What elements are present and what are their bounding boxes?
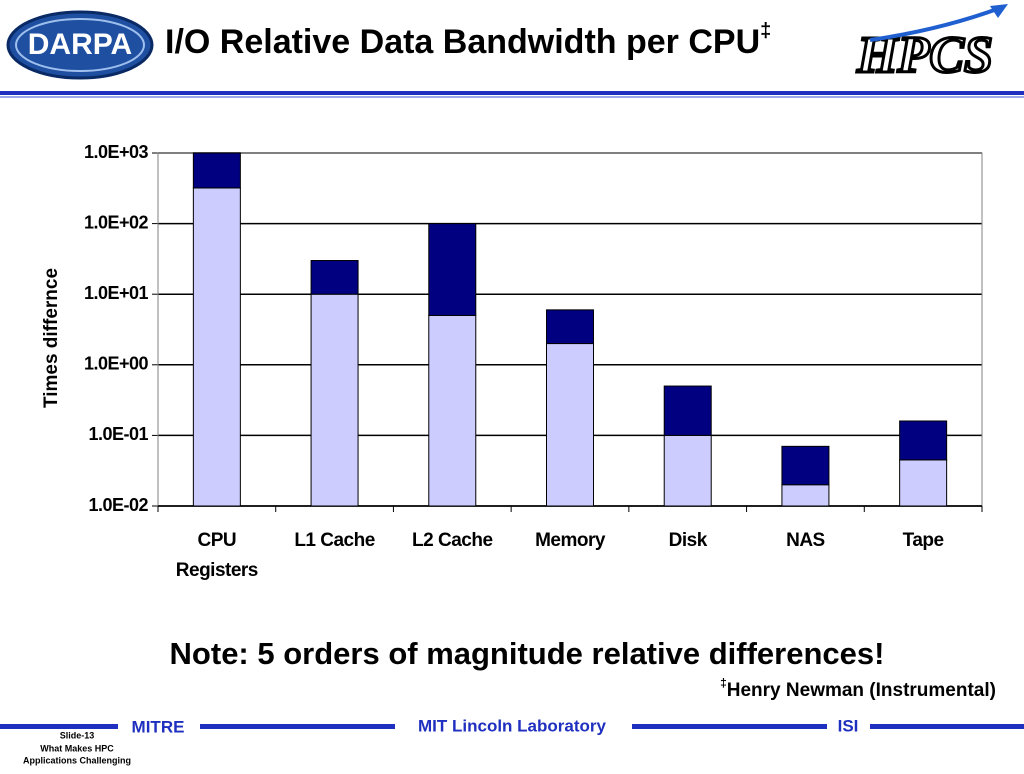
footer-left: MITRE — [132, 717, 185, 736]
bar-segment — [310, 293, 359, 507]
bar-segment — [192, 187, 241, 507]
bar-segment — [663, 434, 712, 507]
x-tick-label: Memory — [535, 530, 605, 551]
chart: 1.0E-02 1.0E-01 1.0E+00 1.0E+01 1.0E+02 1.0E+… — [84, 142, 983, 515]
header-rule — [0, 91, 1024, 95]
bar-segment — [899, 459, 948, 507]
y-axis-label: Times differnce — [41, 268, 62, 408]
y-tick-label: 1.0E+01 — [84, 283, 149, 303]
footer-rule — [200, 724, 395, 729]
bar-segment — [428, 223, 477, 316]
bar-segment — [781, 484, 830, 507]
x-tick-label: Disk — [668, 530, 708, 551]
x-tick-label: CPU Registers — [175, 530, 259, 581]
hpcs-arrow — [869, 6, 1001, 42]
hpcs-arrow-head — [990, 4, 1008, 18]
footer-right: ISI — [838, 716, 859, 735]
bar-segment — [546, 343, 594, 507]
bar-segment — [899, 420, 948, 461]
y-tick-label: 1.0E-01 — [88, 424, 148, 444]
darpa-logo-ring — [15, 18, 145, 72]
y-tick-label: 1.0E-02 — [88, 495, 148, 515]
darpa-logo — [6, 10, 154, 80]
y-tick-label: 1.0E+00 — [84, 354, 149, 374]
slide-caption: What Makes HPC — [40, 743, 114, 753]
darpa-logo-text: DARPA — [28, 28, 132, 61]
slide-number: Slide-13 — [60, 730, 95, 740]
title-mark: ‡ — [760, 20, 771, 42]
footnote-mark: ‡ — [720, 676, 727, 690]
footnote: ‡Henry Newman (Instrumental) — [720, 676, 996, 701]
bar-segment — [546, 309, 594, 345]
slide-title: I/O Relative Data Bandwidth per CPU‡ — [165, 20, 771, 61]
bar-segment — [310, 260, 359, 295]
x-tick-label: NAS — [786, 530, 825, 551]
footer-rule — [632, 724, 827, 729]
x-tick-label: L1 Cache — [294, 530, 375, 551]
footer-center: MIT Lincoln Laboratory — [418, 716, 606, 735]
bar-segment — [192, 152, 241, 189]
bar-segment — [428, 314, 477, 507]
header-rule-light — [0, 96, 1024, 98]
y-tick-label: 1.0E+03 — [84, 142, 149, 162]
footer-rule — [870, 724, 1024, 729]
footer-rule — [0, 724, 118, 729]
hpcs-logo: HPCS — [856, 27, 993, 84]
y-tick-label: 1.0E+02 — [84, 212, 149, 232]
x-tick-label: Tape — [902, 530, 944, 551]
bar-segment — [663, 385, 712, 436]
footnote-text: Henry Newman (Instrumental) — [727, 680, 996, 701]
note: Note: 5 orders of magnitude relative dif… — [170, 636, 885, 671]
bar-segment — [781, 445, 830, 486]
slide-caption: Applications Challenging — [23, 755, 131, 765]
title-text: I/O Relative Data Bandwidth per CPU — [165, 23, 760, 61]
x-tick-label: L2 Cache — [412, 530, 493, 551]
